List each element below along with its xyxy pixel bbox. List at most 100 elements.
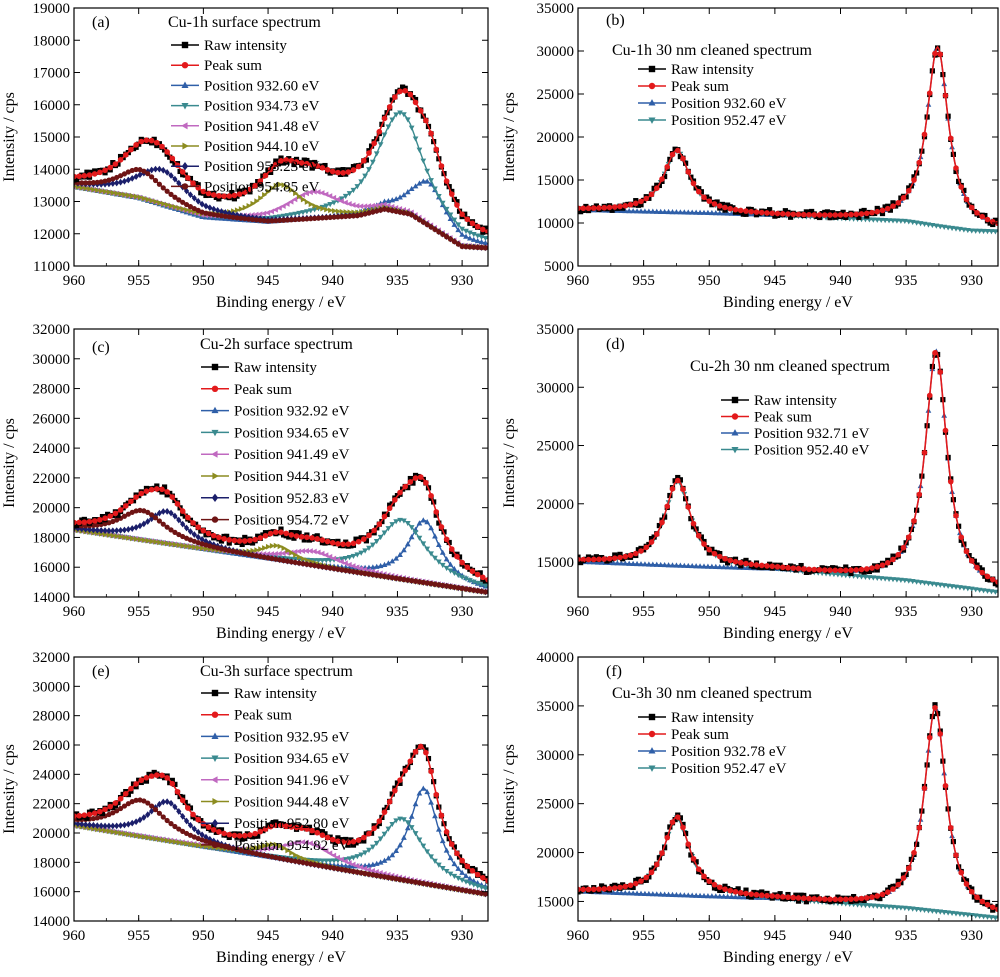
marker-c-component-1 [451,565,458,572]
marker-c-component-4 [165,540,171,547]
marker-e-peak-sum [267,823,274,830]
legend-label-e: Position 952.80 eV [234,816,350,832]
marker-c-component-3 [323,552,329,558]
marker-c-peak-sum [376,521,383,527]
marker-e-component-5 [133,818,139,826]
marker-a-peak-sum [273,161,279,167]
marker-c-component-6 [261,554,267,560]
marker-c-component-3 [280,550,286,557]
marker-c-component-5 [180,520,186,528]
marker-e-component-1 [459,869,465,875]
marker-b-raw-intensity [614,205,620,211]
marker-e-peak-sum [226,831,233,838]
marker-a-component-6 [463,244,469,250]
marker-e-peak-sum [138,777,145,784]
y-axis-title-d: Intensity / cps [501,418,518,508]
x-tick-label-c: 945 [257,604,280,620]
marker-e-component-5 [164,798,170,805]
legend-marker-b [648,65,656,73]
marker-f-peak-sum [580,886,587,893]
marker-b-peak-sum [806,211,812,218]
marker-c-component-4 [172,541,179,548]
marker-c-component-4 [262,545,268,551]
marker-c-component-1 [443,556,450,562]
marker-a-component-5 [156,165,162,173]
marker-a-raw-intensity [216,196,222,202]
marker-c-component-6 [354,569,360,575]
marker-a-component-5 [121,177,128,185]
marker-b-component-2 [894,218,900,224]
marker-a-peak-sum [407,91,414,98]
marker-b-raw-intensity [696,186,702,192]
marker-e-component-4 [102,827,109,834]
marker-d-component-1 [661,561,668,568]
marker-e-component-6 [300,859,306,866]
marker-e-component-1 [420,785,427,791]
marker-d-raw-intensity [620,556,626,562]
marker-a-component-1 [447,215,454,222]
marker-e-component-4 [165,837,171,844]
marker-a-component-6 [401,210,407,216]
marker-d-raw-intensity [861,569,867,575]
marker-f-peak-sum [816,896,823,902]
marker-c-component-5 [187,528,194,535]
marker-e-component-6 [145,800,151,806]
marker-e-component-6 [432,882,438,888]
marker-b-raw-intensity [746,206,752,212]
marker-c-peak-sum [340,541,346,548]
marker-a-component-6 [257,217,263,223]
marker-c-component-2 [377,534,384,541]
marker-b-peak-sum [669,151,676,158]
marker-d-raw-intensity [984,576,991,582]
marker-a-component-1 [478,238,485,245]
marker-e-peak-sum [190,811,196,818]
marker-f-peak-sum [863,895,870,901]
y-tick-label-f: 20000 [537,846,575,862]
marker-c-peak-sum [273,529,279,535]
marker-c-raw-intensity [224,533,230,539]
marker-e-component-5 [90,821,97,829]
marker-d-peak-sum [900,544,907,551]
legend-label-a: Position 944.10 eV [204,139,320,155]
marker-d-component-2 [898,577,904,583]
marker-c-component-5 [145,518,151,525]
marker-f-component-1 [685,892,692,898]
marker-c-component-6 [339,567,345,573]
marker-f-component-1 [618,889,625,896]
marker-b-peak-sum [785,211,791,217]
marker-a-component-6 [284,217,291,223]
marker-e-component-6 [389,875,395,881]
marker-c-component-6 [409,578,415,584]
marker-b-peak-sum [659,176,665,182]
legend-label-a: Position 941.48 eV [204,119,320,135]
marker-c-raw-intensity [343,539,349,545]
marker-e-component-3 [330,852,337,859]
y-tick-label-e: 14000 [33,914,71,930]
marker-c-component-6 [455,585,461,591]
marker-f-peak-sum [706,878,713,885]
marker-e-component-4 [273,841,279,848]
marker-a-component-2 [455,222,462,228]
marker-a-component-4 [258,195,264,202]
marker-a-component-4 [165,202,171,208]
marker-c-component-2 [439,562,446,569]
marker-a-component-4 [242,204,248,211]
marker-e-peak-sum [371,825,377,832]
marker-c-peak-sum [459,559,465,566]
marker-c-peak-sum [319,537,326,543]
marker-a-peak-sum [128,146,134,153]
legend-label-a: Position 953.23 eV [204,159,320,175]
marker-c-peak-sum [148,486,155,493]
marker-e-component-2 [311,858,318,864]
marker-f-peak-sum [722,886,728,892]
marker-a-peak-sum [417,108,424,114]
marker-b-peak-sum [648,191,655,198]
marker-d-raw-intensity [617,551,623,557]
marker-c-component-2 [455,572,462,579]
marker-e-peak-sum [112,800,119,806]
marker-a-component-6 [277,217,283,224]
marker-e-component-6 [319,863,325,869]
marker-b-component-1 [669,209,676,215]
marker-c-peak-sum [200,527,207,534]
marker-c-component-6 [288,559,294,565]
